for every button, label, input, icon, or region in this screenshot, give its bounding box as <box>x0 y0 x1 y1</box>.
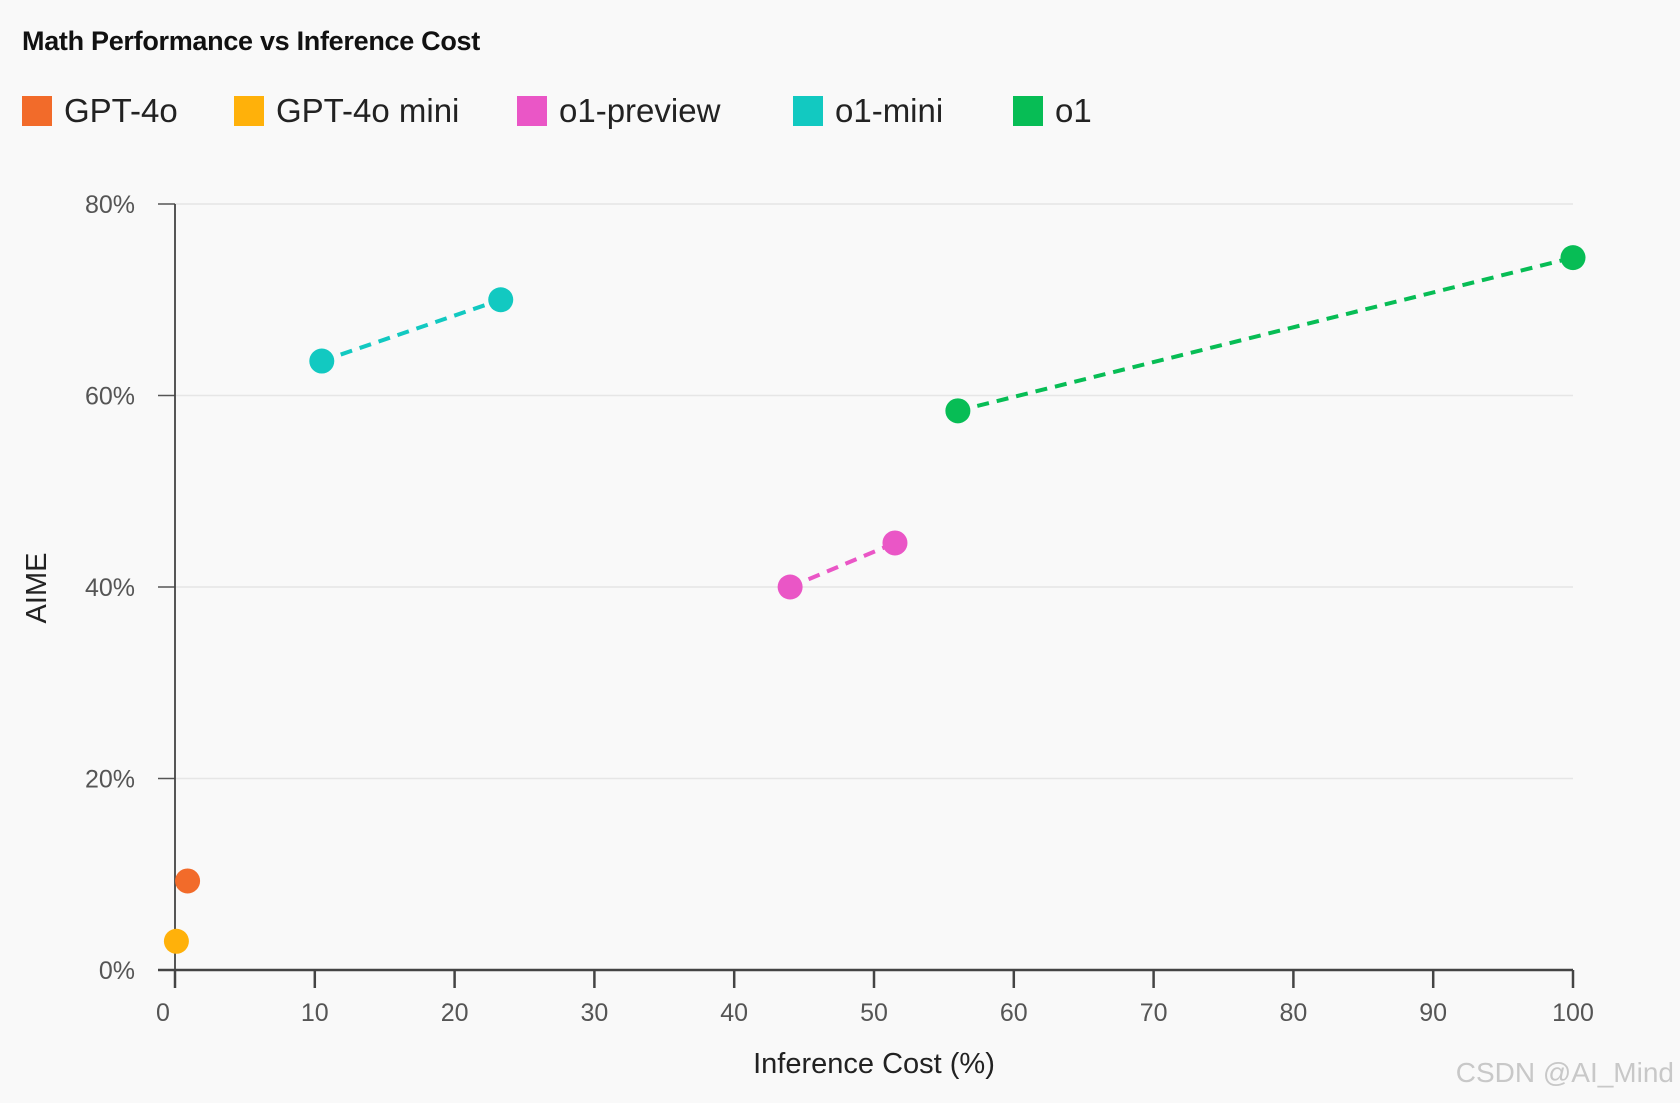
legend-swatch <box>1013 96 1043 126</box>
data-point-gpt-4o-mini <box>163 928 189 954</box>
x-tick-label: 30 <box>580 999 608 1027</box>
y-tick-label: 60% <box>85 383 135 411</box>
legend-swatch <box>793 96 823 126</box>
x-tick-label: 0 <box>156 999 170 1027</box>
legend-item-o1-mini: o1-mini <box>793 92 1013 130</box>
data-point-o1-preview <box>882 530 908 556</box>
legend-label: GPT-4o mini <box>276 92 460 129</box>
y-tick-label: 80% <box>85 191 135 219</box>
x-tick-label: 80 <box>1279 999 1307 1027</box>
legend-item-o1: o1 <box>1013 92 1133 130</box>
x-tick-label: 40 <box>720 999 748 1027</box>
data-point-o1-mini <box>309 348 335 374</box>
data-point-o1-preview <box>777 574 803 600</box>
x-axis-label: Inference Cost (%) <box>753 1048 995 1080</box>
legend-swatch <box>22 96 52 126</box>
series-line-o1 <box>957 255 1574 413</box>
legend-label: GPT-4o <box>64 92 178 129</box>
x-tick-label: 100 <box>1552 999 1594 1027</box>
x-tick-label: 10 <box>301 999 329 1027</box>
x-tick-label: 20 <box>441 999 469 1027</box>
data-point-o1-mini <box>488 287 514 313</box>
legend-label: o1-mini <box>835 92 944 129</box>
watermark: CSDN @AI_Mind <box>1455 1057 1674 1088</box>
series-line-o1-preview <box>789 541 896 589</box>
data-point-o1 <box>945 398 971 424</box>
y-tick-label: 20% <box>85 766 135 794</box>
chart-legend: GPT-4o GPT-4o mini o1-preview o1-mini o1 <box>22 92 1133 130</box>
legend-item-gpt-4o: GPT-4o <box>22 92 234 130</box>
chart-title: Math Performance vs Inference Cost <box>22 26 480 56</box>
legend-label: o1-preview <box>559 92 721 129</box>
data-point-gpt-4o <box>175 868 201 894</box>
x-tick-label: 70 <box>1140 999 1168 1027</box>
y-tick-label: 40% <box>85 574 135 602</box>
y-axis-label: AIME <box>21 553 53 624</box>
legend-item-gpt-4o-mini: GPT-4o mini <box>234 92 517 130</box>
series-line-o1-mini <box>321 297 502 363</box>
x-tick-label: 50 <box>860 999 888 1027</box>
x-tick-label: 60 <box>1000 999 1028 1027</box>
legend-item-o1-preview: o1-preview <box>517 92 793 130</box>
y-tick-label: 0% <box>99 957 135 985</box>
legend-label: o1 <box>1055 92 1092 129</box>
legend-swatch <box>234 96 264 126</box>
x-tick-label: 90 <box>1419 999 1447 1027</box>
legend-swatch <box>517 96 547 126</box>
data-point-o1 <box>1560 245 1586 271</box>
